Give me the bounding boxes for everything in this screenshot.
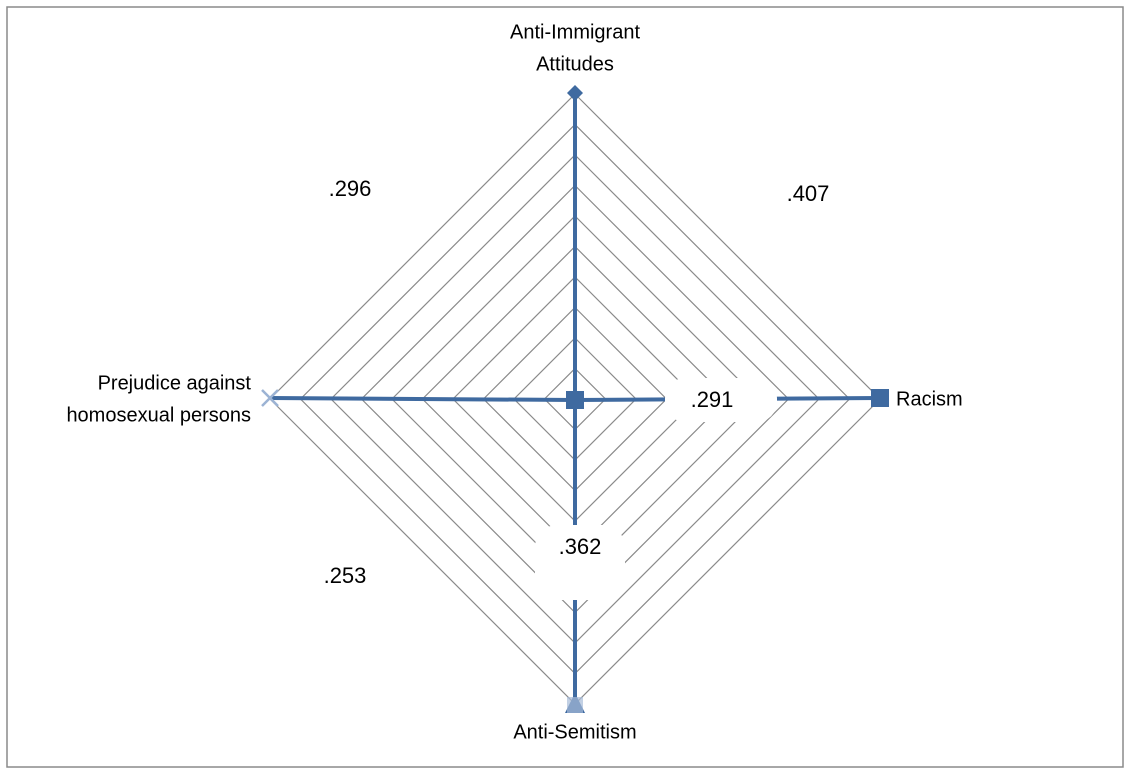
node-label: Racism xyxy=(896,388,963,410)
markers xyxy=(261,85,889,713)
node-label: Anti-Semitism xyxy=(513,721,636,743)
marker-square xyxy=(871,389,889,407)
node-label: homosexual persons xyxy=(66,404,251,426)
node-label: Attitudes xyxy=(536,53,614,75)
marker-square xyxy=(567,697,583,713)
label-background xyxy=(665,378,777,422)
correlation-label: .407 xyxy=(787,181,830,206)
node-label: Prejudice against xyxy=(98,372,252,394)
label-background xyxy=(535,525,625,600)
correlation-label: .362 xyxy=(559,534,602,559)
axes xyxy=(269,93,881,705)
axis-line xyxy=(269,396,576,402)
correlation-label: .296 xyxy=(329,176,372,201)
marker-x xyxy=(261,389,279,407)
node-label: Anti-Immigrant xyxy=(510,21,640,43)
marker-square xyxy=(566,391,584,409)
marker-diamond xyxy=(567,85,583,101)
correlation-label: .253 xyxy=(324,563,367,588)
correlation-label: .291 xyxy=(691,387,734,412)
